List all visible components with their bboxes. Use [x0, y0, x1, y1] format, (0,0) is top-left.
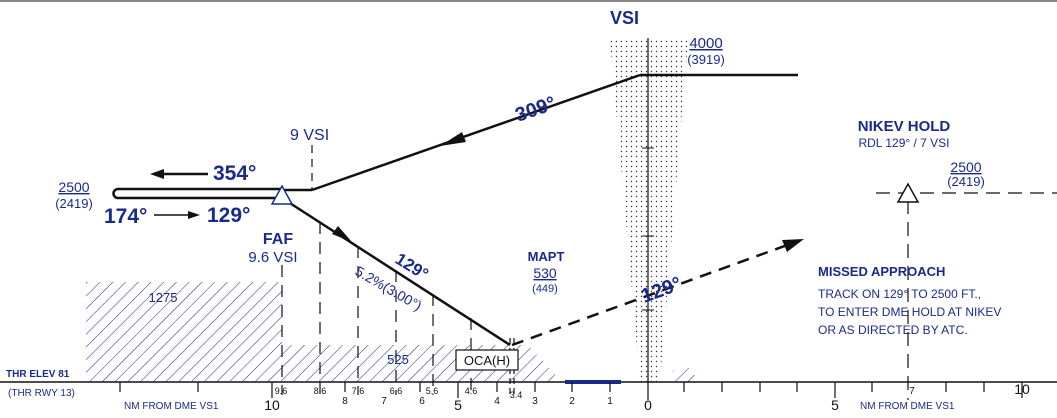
- track-174-label: 174°: [104, 205, 147, 228]
- obstacle-area-high: [86, 282, 282, 382]
- faf-distance: 9.6 VSI: [248, 249, 297, 266]
- inbound-arrowhead: [440, 132, 466, 146]
- major-dist-label: 2: [569, 396, 575, 407]
- outbound-arrowhead: [150, 169, 164, 179]
- minor-dist-label: 9.6: [275, 386, 288, 396]
- major-dist-label: 4: [494, 396, 500, 407]
- missed-arrowhead: [782, 239, 804, 252]
- minor-dist-label: 3.4: [510, 390, 523, 400]
- runway-bar: [565, 380, 621, 384]
- missed-approach-line3: OR AS DIRECTED BY ATC.: [818, 323, 968, 337]
- inbound-small-arrowhead: [188, 211, 200, 219]
- mapt-altitude: 530: [533, 265, 557, 281]
- major-dist-label: 5: [454, 397, 462, 413]
- faf-label: FAF: [263, 231, 293, 248]
- obstacle-525: 525: [387, 352, 409, 367]
- major-dist-label: 7: [909, 386, 915, 397]
- oca-label: OCA(H): [464, 353, 510, 368]
- vsi9-label: 9 VSI: [290, 127, 329, 144]
- descent-track-label: 129°: [392, 249, 432, 284]
- inbound-track-line: [311, 73, 641, 192]
- major-dist-label: 7: [381, 396, 387, 407]
- left-height: (2419): [55, 196, 93, 211]
- hold-turn: [112, 187, 119, 200]
- hold-title: NIKEV HOLD: [858, 118, 951, 135]
- major-dist-label: 0: [644, 397, 652, 413]
- top-altitude: 4000: [689, 35, 722, 52]
- major-dist-label: 8: [342, 396, 348, 407]
- threshold-elevation: THR ELEV 81: [6, 369, 70, 380]
- faf-triangle: [270, 184, 294, 205]
- missed-approach-path: [511, 242, 791, 347]
- vsi-cone: [610, 40, 688, 382]
- missed-approach-line1: TRACK ON 129° TO 2500 FT.,: [818, 287, 981, 301]
- hold-fix-triangle: [896, 182, 920, 203]
- minor-dist-label: 6.6: [390, 386, 403, 396]
- descent-arrowhead: [332, 226, 352, 242]
- major-dist-label: 10: [264, 397, 280, 413]
- oca-box: [455, 349, 519, 371]
- minor-dist-label: 5.6: [426, 386, 439, 396]
- hold-altitude: 2500: [950, 159, 981, 175]
- hold-radial: RDL 129° / 7 VSI: [858, 136, 949, 150]
- obstacle-small: [672, 362, 700, 382]
- mapt-height: (449): [532, 283, 558, 295]
- scale-caption-right: NM FROM DME VS1: [860, 401, 955, 412]
- major-dist-label: 10: [1014, 381, 1030, 397]
- vsi-label: VSI: [610, 8, 639, 28]
- track-354-label: 354°: [213, 162, 256, 185]
- obstacle-area-low: [282, 345, 562, 382]
- missed-approach-line2: TO ENTER DME HOLD AT NIKEV: [818, 305, 1001, 319]
- track-309-label: 309°: [512, 92, 558, 126]
- missed-approach-title: MISSED APPROACH: [818, 264, 945, 279]
- major-dist-label: 5: [831, 397, 839, 413]
- left-altitude: 2500: [58, 179, 89, 195]
- major-dist-label: 6: [419, 396, 425, 407]
- major-dist-label: 3: [532, 396, 538, 407]
- distance-scale-ticks: [119, 382, 1023, 398]
- obstacle-1275: 1275: [149, 290, 178, 305]
- track-129-label: 129°: [207, 204, 250, 227]
- minor-dist-label: 4.6: [465, 386, 478, 396]
- minor-dist-label: 7.6: [352, 386, 365, 396]
- hold-height: (2419): [947, 174, 985, 189]
- major-dist-label: 1: [607, 396, 613, 407]
- top-height: (3919): [687, 52, 725, 67]
- mapt-label: MAPT: [528, 249, 565, 264]
- minor-dist-label: 8.6: [314, 386, 327, 396]
- scale-caption-left: NM FROM DME VS1: [124, 401, 219, 412]
- threshold-runway: (THR RWY 13): [8, 388, 75, 399]
